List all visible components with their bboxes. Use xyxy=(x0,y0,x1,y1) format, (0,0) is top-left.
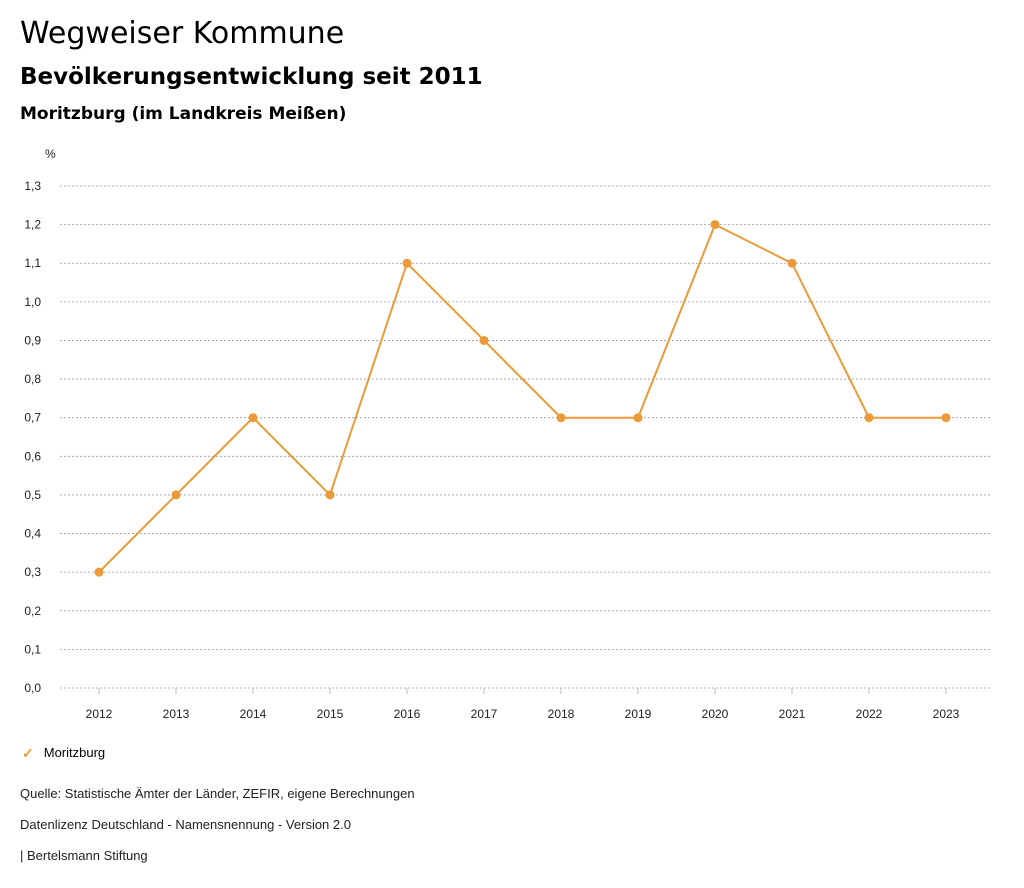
x-tick-label: 2014 xyxy=(240,707,267,721)
y-tick-label: 0,8 xyxy=(24,372,41,386)
y-tick-label: 0,2 xyxy=(24,604,41,618)
line-chart: % 0,0 0,1 0,2 0,3 0,4 0,5 0,6 0,7 0,8 0,9 1,0 1,1 1,2… xyxy=(24,147,990,721)
y-tick-label: 0,4 xyxy=(24,527,41,541)
x-tick-label: 2013 xyxy=(163,707,190,721)
x-tick-label: 2018 xyxy=(548,707,575,721)
y-tick-label: 1,3 xyxy=(24,179,41,193)
series-line xyxy=(98,223,946,573)
y-tick-label: 0,5 xyxy=(24,488,41,502)
source-text: Quelle: Statistische Ämter der Länder, Z… xyxy=(20,786,415,801)
data-point[interactable] xyxy=(248,413,258,423)
y-tick-label: 0,7 xyxy=(24,411,41,425)
x-tick-label: 2021 xyxy=(779,707,806,721)
data-point[interactable] xyxy=(633,413,643,423)
chart-subtitle: Bevölkerungsentwicklung seit 2011 xyxy=(20,64,483,90)
x-tick-label: 2017 xyxy=(471,707,498,721)
y-tick-label: 1,1 xyxy=(24,256,41,270)
y-tick-label: 0,9 xyxy=(24,333,41,347)
y-axis-unit: % xyxy=(45,147,56,161)
data-point[interactable] xyxy=(864,413,874,423)
region-label: Moritzburg (im Landkreis Meißen) xyxy=(20,104,347,124)
x-tick-label: 2022 xyxy=(856,707,883,721)
y-tick-label: 1,2 xyxy=(24,218,41,232)
data-point[interactable] xyxy=(171,490,181,500)
legend-label: Moritzburg xyxy=(43,745,106,760)
data-point[interactable] xyxy=(94,567,104,577)
x-tick-label: 2012 xyxy=(86,707,113,721)
publisher-text: | Bertelsmann Stiftung xyxy=(20,848,148,863)
data-point[interactable] xyxy=(941,413,951,423)
y-tick-label: 0,1 xyxy=(24,642,41,656)
y-tick-label: 0,3 xyxy=(24,565,41,579)
legend-item-moritzburg[interactable]: ✓ Moritzburg xyxy=(22,745,105,760)
page-title: Wegweiser Kommune xyxy=(20,16,345,51)
data-point[interactable] xyxy=(710,220,720,230)
license-text: Datenlizenz Deutschland - Namensnennung … xyxy=(20,817,351,832)
data-point[interactable] xyxy=(556,413,566,423)
x-tick-label: 2020 xyxy=(702,707,729,721)
data-point[interactable] xyxy=(325,490,335,500)
y-tick-label: 0,6 xyxy=(24,449,41,463)
x-tick-label: 2016 xyxy=(394,707,421,721)
x-tick-label: 2023 xyxy=(933,707,960,721)
data-point[interactable] xyxy=(479,335,489,345)
y-tick-label: 1,0 xyxy=(24,295,41,309)
x-tick-label: 2015 xyxy=(317,707,344,721)
x-tick-label: 2019 xyxy=(625,707,652,721)
checkmark-icon: ✓ xyxy=(22,744,34,761)
data-point[interactable] xyxy=(787,258,797,268)
data-point[interactable] xyxy=(402,258,412,268)
y-tick-label: 0,0 xyxy=(24,681,41,695)
